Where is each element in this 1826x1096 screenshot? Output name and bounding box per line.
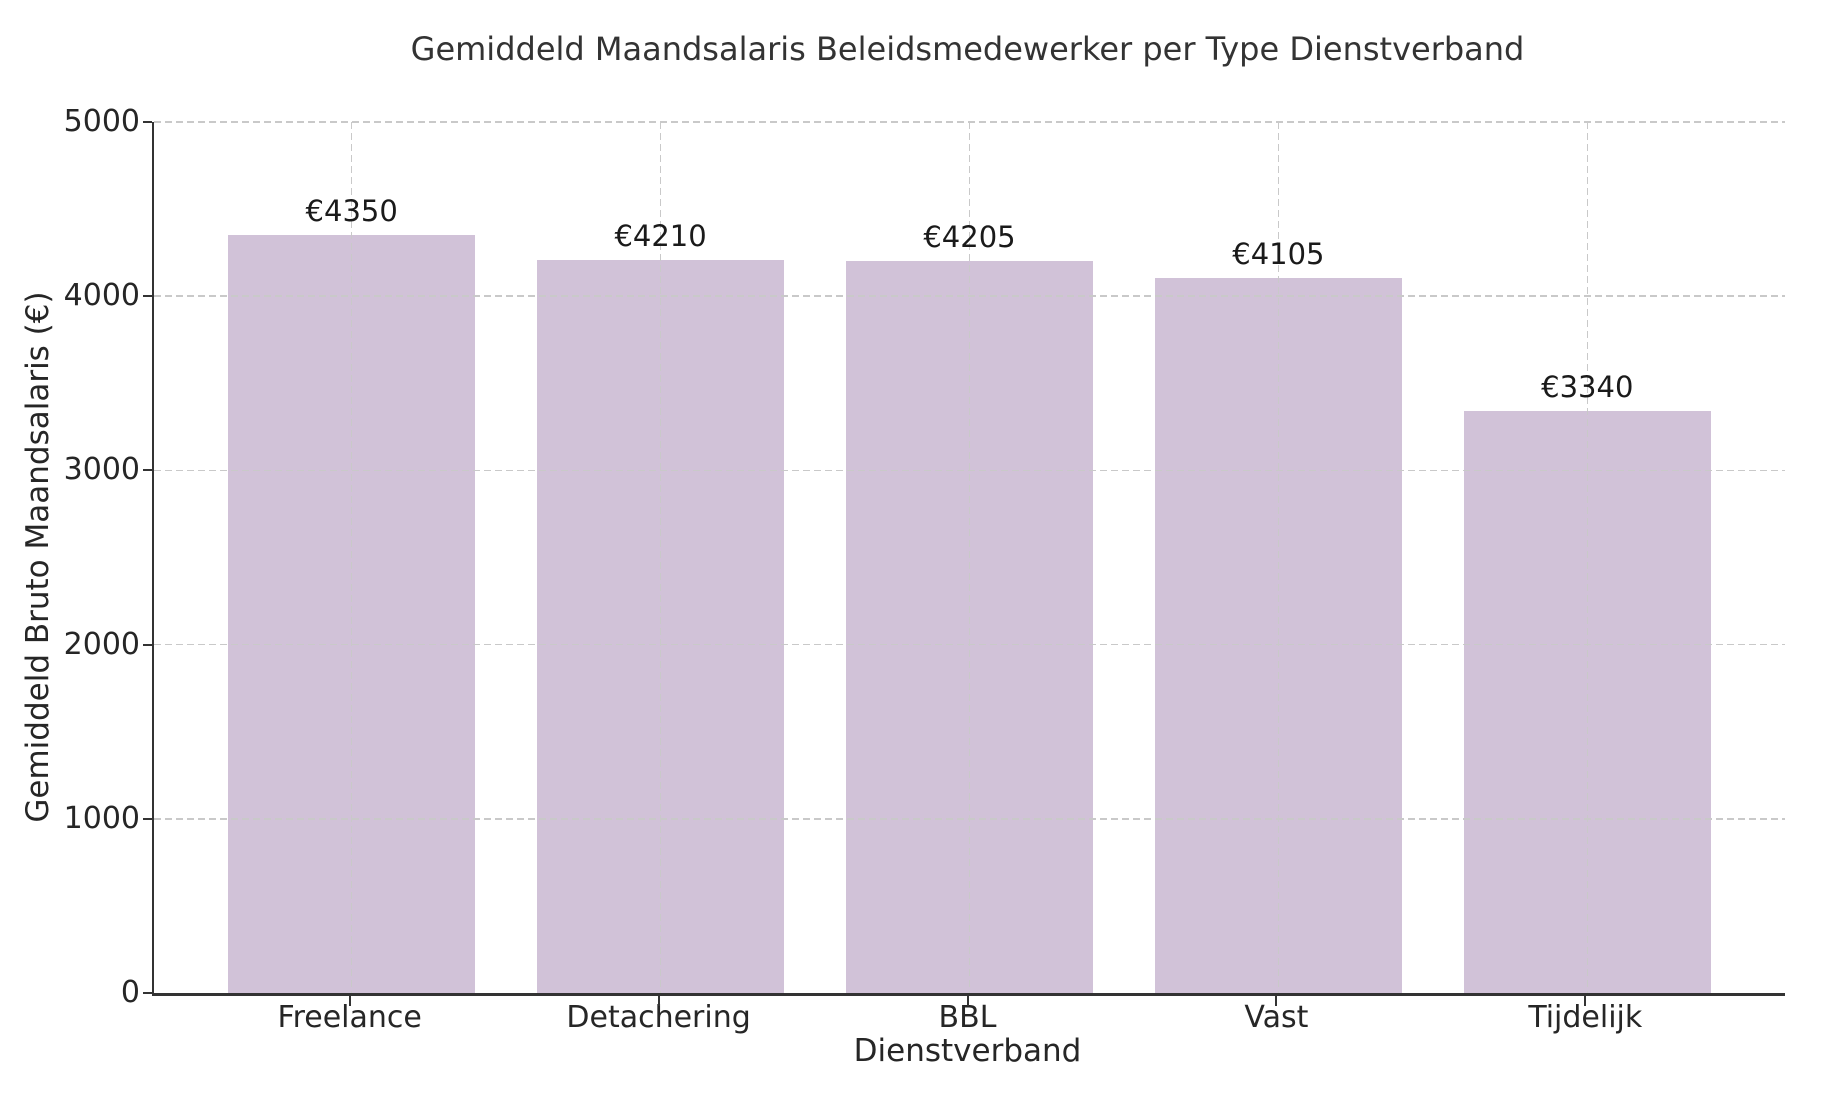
y-tick-label: 0 (120, 975, 140, 1010)
bar-value-label: €4205 (923, 219, 1016, 254)
y-tick-mark (143, 295, 152, 298)
y-tick-mark (143, 992, 152, 994)
y-tick-label: 4000 (63, 278, 140, 314)
y-tick-mark (143, 643, 152, 646)
x-tick-mark (657, 996, 660, 1006)
x-tick-mark (966, 996, 969, 1006)
x-tick-mark (1584, 996, 1587, 1006)
bar-value-label: €4105 (1232, 236, 1325, 271)
y-tick-mark (143, 469, 152, 472)
x-gridline (350, 122, 353, 993)
x-tick-mark (1275, 996, 1278, 1006)
y-tick-mark (143, 121, 152, 123)
y-tick-label: 5000 (63, 104, 140, 139)
y-tick-label: 1000 (63, 800, 140, 836)
y-tick-label: 3000 (63, 452, 140, 488)
x-gridline (1277, 122, 1280, 993)
y-tick-mark (143, 817, 152, 820)
y-tick-label: 2000 (63, 626, 140, 662)
x-tick-mark (348, 996, 351, 1006)
x-gridline (1586, 122, 1589, 993)
x-gridline (968, 122, 971, 993)
y-axis-label: Gemiddeld Bruto Maandsalaris (€) (20, 291, 56, 823)
x-gridline (659, 122, 662, 993)
plot-area: €4350 €4210 €4205 €4105 €3340 (152, 121, 1785, 996)
x-axis-label: Dienstverband (853, 1033, 1082, 1069)
chart-title: Gemiddeld Maandsalaris Beleidsmedewerker… (410, 30, 1525, 68)
bar-value-label: €4210 (614, 218, 707, 253)
bar-value-label: €3340 (1541, 370, 1634, 405)
bar-value-label: €4350 (305, 194, 398, 229)
